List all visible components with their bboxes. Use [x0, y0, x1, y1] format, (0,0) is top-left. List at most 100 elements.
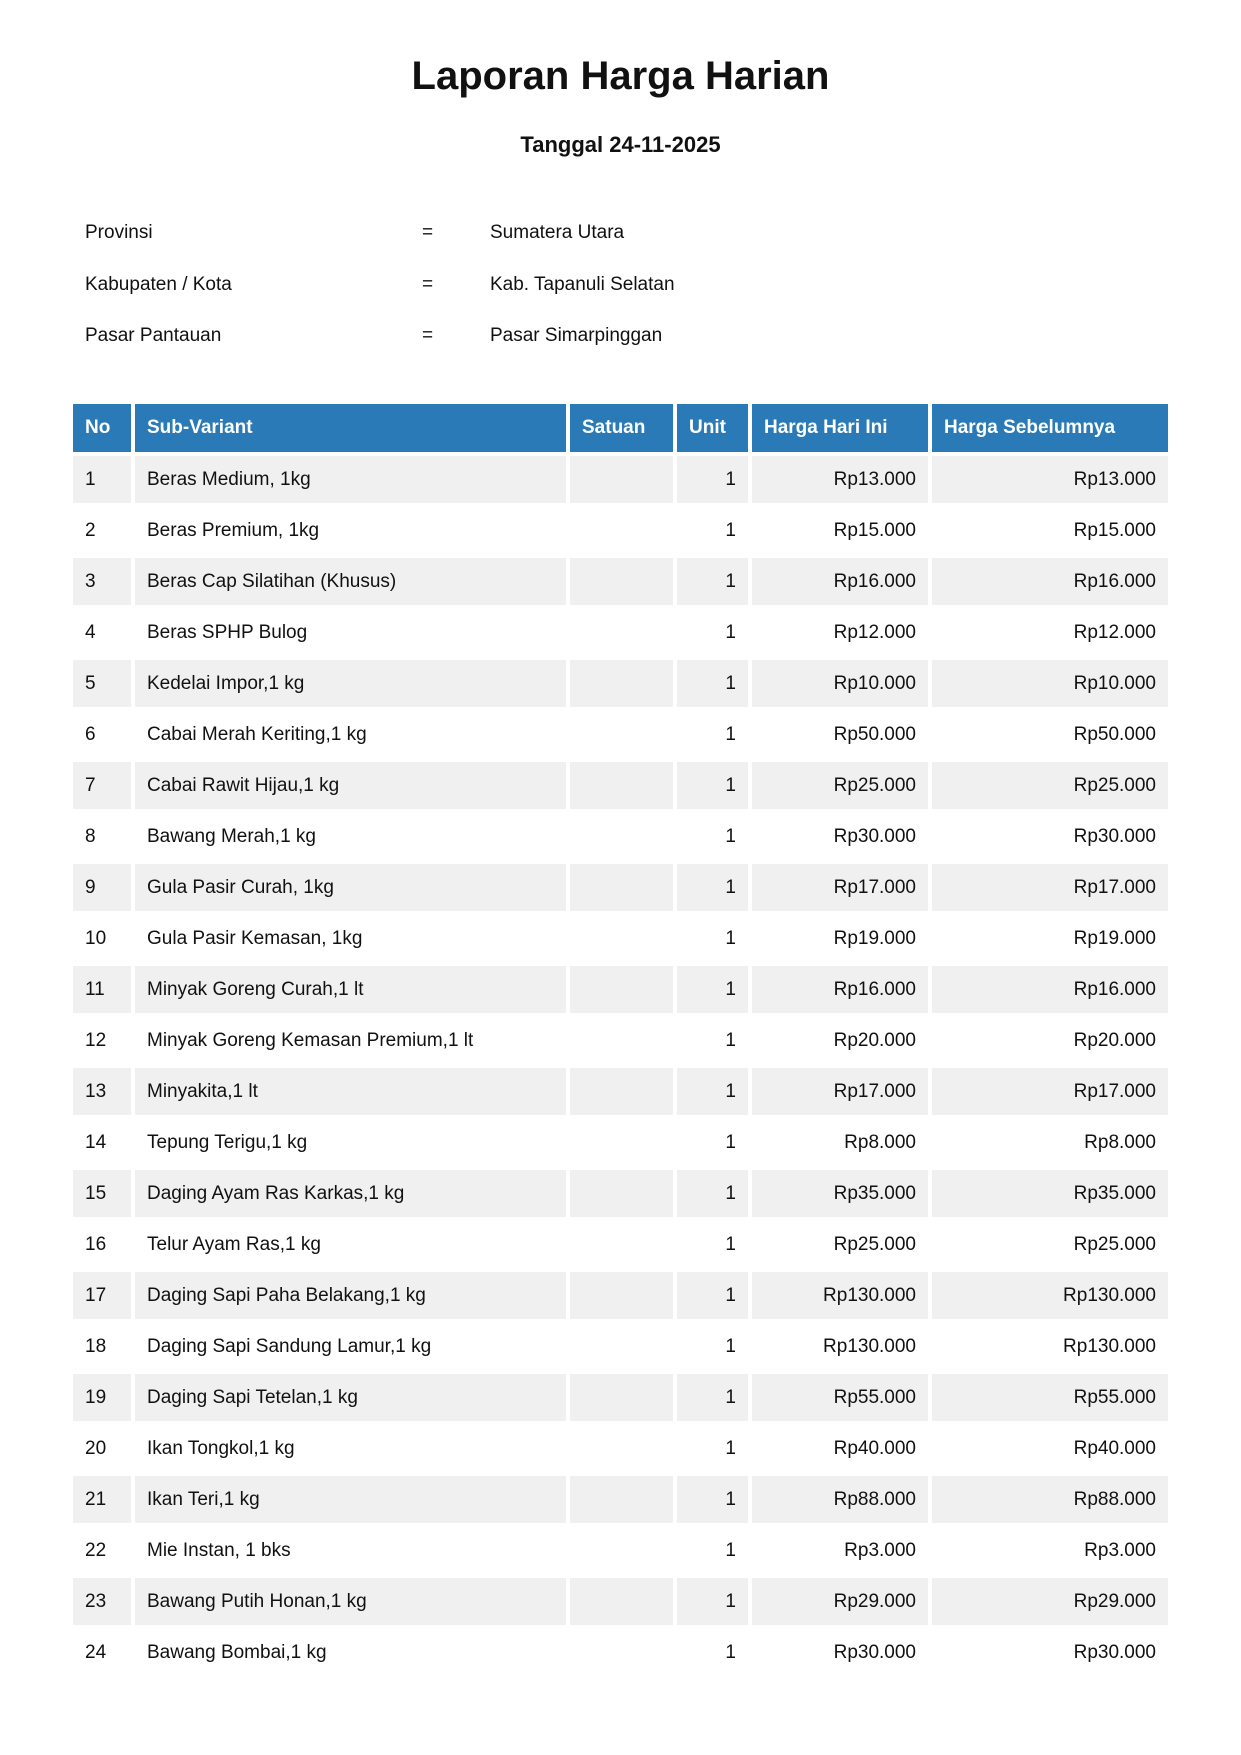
cell-harga-sebelumnya: Rp130.000: [932, 1272, 1168, 1319]
cell-no: 20: [85, 1437, 107, 1459]
cell-unit: 1: [677, 1578, 748, 1625]
cell-harga-hari-ini: Rp16.000: [752, 966, 928, 1013]
info-label: Pasar Pantauan: [85, 325, 222, 346]
cell-harga-sebelumnya: Rp13.000: [932, 456, 1168, 503]
cell-harga-sebelumnya: Rp10.000: [932, 660, 1168, 707]
cell-sub-variant: Bawang Merah,1 kg: [147, 825, 316, 847]
cell-sub-variant: Daging Sapi Paha Belakang,1 kg: [135, 1272, 566, 1319]
cell-no: 12: [85, 1029, 107, 1051]
cell-harga-hari-ini: Rp55.000: [752, 1374, 928, 1421]
cell-harga-hari-ini: Rp17.000: [752, 1068, 928, 1115]
table-row: 1 Beras Medium, 1kg 1 Rp13.000 Rp13.000: [73, 456, 1168, 503]
cell-harga-hari-ini: Rp50.000: [833, 723, 916, 745]
cell-no: 8: [85, 825, 96, 847]
cell-harga-sebelumnya: Rp16.000: [932, 966, 1168, 1013]
cell-no: 1: [73, 456, 131, 503]
cell-harga-sebelumnya: Rp30.000: [1073, 1641, 1156, 1663]
cell-no: 2: [85, 519, 96, 541]
cell-unit: 1: [677, 1374, 748, 1421]
table-row: 14 Tepung Terigu,1 kg 1 Rp8.000 Rp8.000: [73, 1119, 1168, 1166]
cell-harga-sebelumnya: Rp35.000: [932, 1170, 1168, 1217]
header-harga-hari-ini: Harga Hari Ini: [752, 404, 928, 452]
cell-unit: 1: [677, 660, 748, 707]
cell-no: 18: [85, 1335, 107, 1357]
cell-unit: 1: [677, 1068, 748, 1115]
cell-satuan: [570, 864, 673, 911]
cell-unit: 1: [725, 825, 736, 847]
cell-harga-sebelumnya: Rp8.000: [1084, 1131, 1156, 1153]
cell-unit: 1: [725, 621, 736, 643]
cell-no: 16: [85, 1233, 107, 1255]
cell-unit: 1: [677, 558, 748, 605]
cell-satuan: [570, 1068, 673, 1115]
cell-sub-variant: Daging Sapi Tetelan,1 kg: [135, 1374, 566, 1421]
info-separator: =: [422, 274, 434, 295]
cell-harga-hari-ini: Rp12.000: [833, 621, 916, 643]
table-row: 10 Gula Pasir Kemasan, 1kg 1 Rp19.000 Rp19.0…: [73, 915, 1168, 962]
cell-satuan: [570, 1476, 673, 1523]
cell-no: 17: [73, 1272, 131, 1319]
cell-sub-variant: Gula Pasir Curah, 1kg: [135, 864, 566, 911]
cell-sub-variant: Telur Ayam Ras,1 kg: [147, 1233, 321, 1255]
cell-harga-hari-ini: Rp8.000: [844, 1131, 916, 1153]
cell-harga-sebelumnya: Rp29.000: [932, 1578, 1168, 1625]
cell-no: 10: [85, 927, 107, 949]
cell-harga-hari-ini: Rp25.000: [833, 1233, 916, 1255]
cell-satuan: [570, 1425, 673, 1472]
cell-satuan: [570, 1578, 673, 1625]
cell-harga-hari-ini: Rp88.000: [752, 1476, 928, 1523]
cell-sub-variant: Beras Medium, 1kg: [135, 456, 566, 503]
cell-sub-variant: Bawang Putih Honan,1 kg: [135, 1578, 566, 1625]
cell-no: 23: [73, 1578, 131, 1625]
cell-sub-variant: Cabai Rawit Hijau,1 kg: [135, 762, 566, 809]
cell-harga-sebelumnya: Rp17.000: [932, 864, 1168, 911]
cell-harga-sebelumnya: Rp3.000: [1084, 1539, 1156, 1561]
header-harga-sebelumnya: Harga Sebelumnya: [932, 404, 1168, 452]
cell-no: 24: [85, 1641, 107, 1663]
table-row: 17 Daging Sapi Paha Belakang,1 kg 1 Rp130.0…: [73, 1272, 1168, 1319]
table-row: 18 Daging Sapi Sandung Lamur,1 kg 1 Rp130.0…: [73, 1323, 1168, 1370]
cell-harga-hari-ini: Rp29.000: [752, 1578, 928, 1625]
table-row: 6 Cabai Merah Keriting,1 kg 1 Rp50.000 Rp50.…: [73, 711, 1168, 758]
cell-unit: 1: [677, 456, 748, 503]
cell-unit: 1: [725, 1029, 736, 1051]
cell-satuan: [570, 609, 673, 656]
cell-harga-sebelumnya: Rp88.000: [932, 1476, 1168, 1523]
cell-satuan: [570, 1017, 673, 1064]
cell-unit: 1: [677, 762, 748, 809]
cell-satuan: [570, 507, 673, 554]
cell-no: 7: [73, 762, 131, 809]
info-label: Provinsi: [85, 222, 153, 243]
cell-harga-sebelumnya: Rp30.000: [1073, 825, 1156, 847]
cell-unit: 1: [725, 519, 736, 541]
table-row: 2 Beras Premium, 1kg 1 Rp15.000 Rp15.000: [73, 507, 1168, 554]
cell-satuan: [570, 1170, 673, 1217]
cell-harga-sebelumnya: Rp55.000: [932, 1374, 1168, 1421]
cell-satuan: [570, 1272, 673, 1319]
cell-harga-hari-ini: Rp3.000: [844, 1539, 916, 1561]
info-value: Sumatera Utara: [490, 222, 625, 243]
cell-harga-sebelumnya: Rp50.000: [1073, 723, 1156, 745]
cell-no: 9: [73, 864, 131, 911]
cell-satuan: [570, 1119, 673, 1166]
cell-no: 21: [73, 1476, 131, 1523]
cell-sub-variant: Daging Ayam Ras Karkas,1 kg: [135, 1170, 566, 1217]
cell-sub-variant: Cabai Merah Keriting,1 kg: [147, 723, 367, 745]
cell-no: 14: [85, 1131, 107, 1153]
cell-sub-variant: Daging Sapi Sandung Lamur,1 kg: [147, 1335, 432, 1357]
cell-no: 6: [85, 723, 96, 745]
table-row: 12 Minyak Goreng Kemasan Premium,1 lt 1 Rp2…: [73, 1017, 1168, 1064]
cell-harga-sebelumnya: Rp17.000: [932, 1068, 1168, 1115]
cell-harga-sebelumnya: Rp15.000: [1073, 519, 1156, 541]
table-row: 5 Kedelai Impor,1 kg 1 Rp10.000 Rp10.000: [73, 660, 1168, 707]
cell-no: 19: [73, 1374, 131, 1421]
cell-unit: 1: [677, 864, 748, 911]
table-row: 8 Bawang Merah,1 kg 1 Rp30.000 Rp30.000: [73, 813, 1168, 860]
cell-harga-hari-ini: Rp10.000: [752, 660, 928, 707]
cell-no: 11: [73, 966, 131, 1013]
cell-harga-hari-ini: Rp17.000: [752, 864, 928, 911]
cell-unit: 1: [725, 1539, 736, 1561]
cell-unit: 1: [725, 1335, 736, 1357]
cell-unit: 1: [677, 1272, 748, 1319]
cell-unit: 1: [677, 966, 748, 1013]
